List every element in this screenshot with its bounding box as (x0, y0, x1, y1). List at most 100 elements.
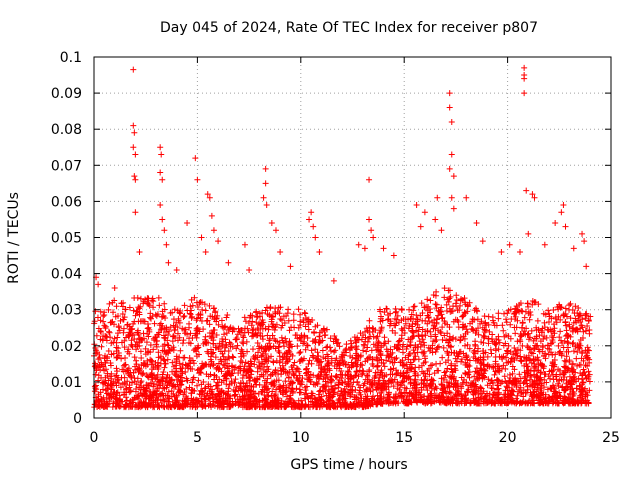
data-point (573, 355, 580, 362)
data-point (457, 348, 464, 355)
data-point (357, 399, 364, 406)
data-point (383, 346, 390, 353)
data-point (269, 380, 276, 387)
data-point (98, 343, 105, 350)
data-point (150, 389, 157, 396)
data-point (250, 326, 257, 333)
data-point (143, 339, 150, 346)
data-point (295, 306, 302, 313)
data-point (257, 313, 264, 320)
data-point (165, 350, 172, 357)
data-point (201, 301, 208, 308)
data-point (215, 345, 222, 352)
data-point (366, 335, 373, 342)
data-point (248, 394, 255, 401)
data-point (121, 337, 128, 344)
data-point (390, 383, 397, 390)
data-point (305, 394, 312, 401)
data-point (113, 394, 120, 401)
data-point (252, 381, 259, 388)
data-point (124, 321, 131, 328)
data-point (121, 379, 128, 386)
data-point (530, 388, 537, 395)
data-point (431, 370, 438, 377)
data-point (110, 400, 117, 407)
data-point (464, 341, 471, 348)
data-point (521, 314, 528, 321)
data-point (226, 355, 233, 362)
data-point (102, 374, 109, 381)
data-point (409, 385, 416, 392)
data-point (140, 335, 147, 342)
data-point (503, 316, 510, 323)
data-point (337, 402, 344, 409)
data-point (306, 357, 313, 364)
data-point (224, 311, 231, 318)
data-point (541, 371, 548, 378)
data-point (437, 360, 444, 367)
data-point (395, 400, 402, 407)
data-point (137, 404, 144, 411)
data-point (277, 248, 284, 255)
data-point (124, 367, 131, 374)
data-point (540, 310, 547, 317)
data-point (140, 384, 147, 391)
data-point (118, 374, 125, 381)
data-point (128, 337, 135, 344)
data-point (179, 361, 186, 368)
data-point (164, 342, 171, 349)
data-point (254, 332, 261, 339)
data-point (113, 303, 120, 310)
data-point (154, 359, 161, 366)
data-point (443, 390, 450, 397)
data-point (445, 298, 452, 305)
data-point (458, 374, 465, 381)
data-point (549, 339, 556, 346)
data-point (254, 399, 261, 406)
data-point (439, 324, 446, 331)
data-point (223, 381, 230, 388)
data-point (113, 354, 120, 361)
data-point (283, 388, 290, 395)
data-point (271, 399, 278, 406)
data-point (562, 364, 569, 371)
data-point (234, 331, 241, 338)
data-point (148, 393, 155, 400)
data-point (407, 351, 414, 358)
data-point (198, 234, 205, 241)
data-point (145, 333, 152, 340)
data-point (363, 348, 370, 355)
data-point (472, 342, 479, 349)
data-point (403, 400, 410, 407)
data-point (409, 334, 416, 341)
data-point (378, 367, 385, 374)
data-point (255, 349, 262, 356)
data-point (356, 389, 363, 396)
data-point (565, 348, 572, 355)
data-point (534, 373, 541, 380)
data-point (405, 325, 412, 332)
data-point (557, 304, 564, 311)
data-point (331, 349, 338, 356)
data-point (432, 216, 439, 223)
data-point (161, 385, 168, 392)
data-point (340, 393, 347, 400)
data-point (439, 354, 446, 361)
data-point (97, 327, 104, 334)
data-point (183, 400, 190, 407)
data-point (448, 194, 455, 201)
data-point (384, 352, 391, 359)
data-point (234, 342, 241, 349)
data-point (464, 308, 471, 315)
data-point (445, 352, 452, 359)
data-point (342, 361, 349, 368)
data-point (378, 399, 385, 406)
data-point (548, 328, 555, 335)
data-point (127, 373, 134, 380)
data-point (297, 404, 304, 411)
data-point (208, 330, 215, 337)
data-point (522, 373, 529, 380)
data-point (535, 399, 542, 406)
data-point (427, 297, 434, 304)
data-point (511, 324, 518, 331)
